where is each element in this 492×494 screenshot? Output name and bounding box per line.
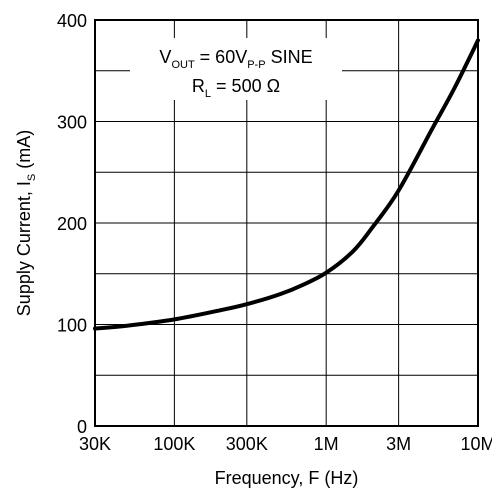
x-tick-label: 100K xyxy=(153,434,195,454)
x-tick-label: 1M xyxy=(314,434,339,454)
annotation-waveform: SINE xyxy=(266,47,313,67)
supply-current-curve xyxy=(93,38,480,331)
annotation-rl-subscript: L xyxy=(205,88,211,100)
y-gridlines xyxy=(95,70,478,376)
y-axis-title-subscript: S xyxy=(26,174,38,181)
y-tick-label: 0 xyxy=(77,417,87,437)
x-tick-label: 30K xyxy=(79,434,111,454)
y-tick-label: 400 xyxy=(57,11,87,31)
x-tick-label: 3M xyxy=(386,434,411,454)
annotation-vout-value: = 60V xyxy=(195,47,248,67)
x-tick-label: 10M xyxy=(460,434,492,454)
plot-frame xyxy=(94,19,479,427)
y-axis-title: Supply Current, IS (mA) xyxy=(14,130,38,316)
annotation-vout-symbol: V xyxy=(159,47,171,67)
annotation-vpp-subscript: P-P xyxy=(247,59,265,71)
y-axis-title-main: Supply Current, I xyxy=(14,181,34,316)
annotation-rl-symbol: R xyxy=(192,76,205,96)
annotation-rl-value: = 500 Ω xyxy=(211,76,280,96)
x-tick-labels: 30K 100K 300K 1M 3M 10M xyxy=(79,434,492,454)
y-tick-labels: 0 100 200 300 400 xyxy=(57,11,87,437)
annotation-load: RL = 500 Ω xyxy=(192,76,280,100)
x-tick-label: 300K xyxy=(226,434,268,454)
y-tick-label: 100 xyxy=(57,316,87,336)
annotation-background xyxy=(130,38,342,100)
y-axis-title-unit: (mA) xyxy=(14,130,34,174)
y-tick-label: 300 xyxy=(57,113,87,133)
annotation-vout-subscript: OUT xyxy=(171,59,195,71)
annotation-vout: VOUT = 60VP-P SINE xyxy=(159,47,312,71)
x-axis-title: Frequency, F (Hz) xyxy=(215,468,359,488)
y-tick-label: 200 xyxy=(57,214,87,234)
